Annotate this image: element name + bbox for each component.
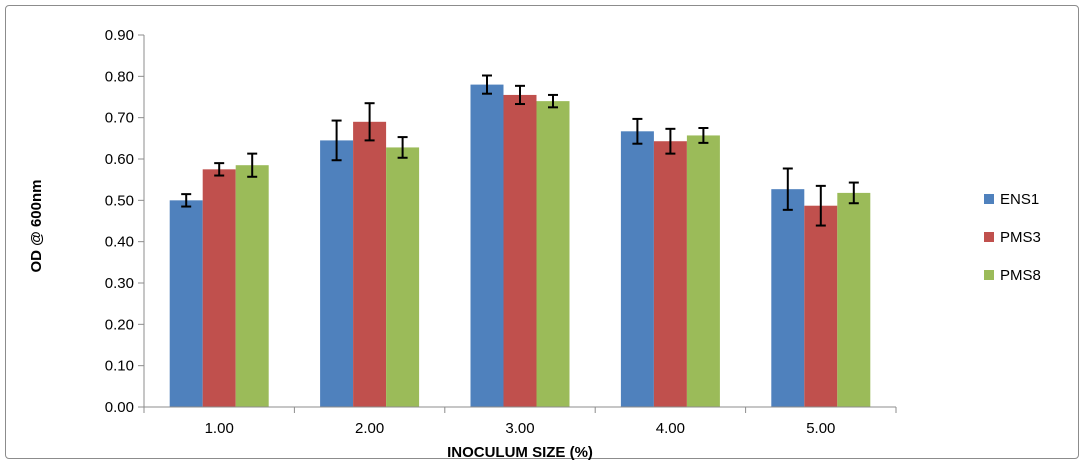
error-bar [815,184,826,227]
bar-pms8-3 [536,101,570,407]
bar-ens1-3 [470,84,504,407]
y-tick-label: 0.40 [105,234,134,251]
y-tick-label: 0.70 [105,110,134,127]
legend-label: PMS3 [1000,229,1041,246]
y-axis-ticks: 0.00 0.10 0.20 0.30 0.40 0.50 0.60 0.70 0.80 0.90 [105,27,144,416]
y-tick-label: 0.30 [105,275,134,292]
bar-pms3-1 [202,169,236,407]
error-bar [247,152,258,178]
x-axis-title: INOCULUM SIZE (%) [447,444,593,461]
error-bar [214,162,225,177]
bar-ens1-4 [620,131,654,407]
x-tick-label: 4.00 [656,420,685,437]
legend-item-pms8: PMS8 [984,267,1041,284]
y-tick-label: 0.50 [105,192,134,209]
error-bar [515,84,525,106]
legend: ENS1 PMS3 PMS8 [984,191,1041,284]
x-axis-ticks: 1.00 2.00 3.00 4.00 5.00 [143,407,897,437]
bar-pms8-2 [386,147,420,407]
x-tick-label: 3.00 [505,420,534,437]
error-bar [181,193,192,208]
error-bar [548,93,558,109]
bar-pms3-2 [353,121,387,408]
y-tick-label: 0.00 [105,399,134,416]
legend-swatch [984,194,994,204]
bar-pms8-1 [235,165,269,407]
bar-ens1-1 [169,200,203,407]
error-bar [331,119,342,162]
error-bar [848,181,859,205]
error-bar [665,127,676,155]
bar-pms3-4 [653,141,687,407]
bar-pms3-3 [503,94,537,407]
axes [143,35,896,408]
bar-ens1-5 [771,189,805,407]
y-tick-label: 0.80 [105,68,134,85]
x-tick-label: 5.00 [806,420,835,437]
bar-ens1-2 [320,140,354,407]
error-bar [482,74,492,95]
legend-label: PMS8 [1000,267,1041,284]
error-bars [181,74,859,227]
error-bar [397,136,408,159]
error-bar [364,102,375,142]
legend-swatch [984,232,994,242]
y-tick-label: 0.60 [105,151,134,168]
legend-swatch [984,270,994,280]
legend-item-pms3: PMS3 [984,229,1041,246]
y-tick-label: 0.90 [105,27,134,44]
bar-pms8-5 [837,192,871,407]
error-bar [698,127,709,144]
legend-item-ens1: ENS1 [984,191,1039,208]
legend-label: ENS1 [1000,191,1039,208]
y-tick-label: 0.10 [105,358,134,375]
y-axis-title: OD @ 600nm [28,180,45,273]
bar-pms3-5 [804,205,838,407]
x-tick-label: 2.00 [355,420,384,437]
x-tick-label: 1.00 [205,420,234,437]
y-tick-label: 0.20 [105,316,134,333]
bars [169,84,871,408]
error-bar [782,167,793,211]
bar-pms8-4 [686,135,720,407]
error-bar [632,117,643,145]
